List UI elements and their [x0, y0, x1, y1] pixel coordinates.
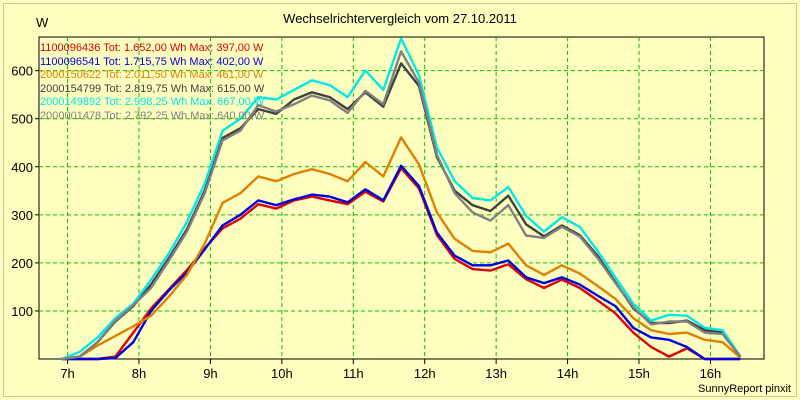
legend-entry-1: 1100096436 Tot: 1.652,00 Wh Max: 397,00 … [40, 42, 264, 56]
y-tick-label-1: 200 [11, 256, 33, 271]
x-tick-label-1: 8h [132, 366, 146, 381]
footer-credit: SunnyReport pinxit [698, 383, 791, 395]
y-tick-label-2: 300 [11, 208, 33, 223]
legend-entry-2: 1100096541 Tot: 1.715,75 Wh Max: 402,00 … [40, 56, 264, 70]
legend-entry-5-text: 2000149892 Tot: 2.998,25 Wh Max: 667,00 … [40, 96, 265, 109]
legend-entry-4-text: 2000154799 Tot: 2.819,75 Wh Max: 615,00 … [40, 82, 265, 95]
x-tick-label-8: 15h [628, 366, 650, 381]
legend-entry-6-text: 2000001478 Tot: 2.792,25 Wh Max: 640,00 … [40, 109, 265, 122]
x-tick-label-9: 16h [700, 366, 722, 381]
legend-entry-3: 2000150622 Tot: 2.011,50 Wh Max: 461,00 … [40, 69, 264, 83]
y-tick-label-5: 600 [11, 64, 33, 79]
legend-entry-1-text: 1100096436 Tot: 1.652,00 Wh Max: 397,00 … [40, 42, 264, 54]
legend-entry-3-text: 2000150622 Tot: 2.011,50 Wh Max: 461,00 … [40, 69, 264, 82]
y-tick-label-3: 400 [11, 160, 33, 175]
chart-title: Wechselrichtervergleich vom 27.10.2011 [283, 11, 517, 26]
x-tick-label-3: 10h [271, 366, 293, 381]
legend-entry-5: 2000149892 Tot: 2.998,25 Wh Max: 667,00 … [40, 96, 264, 110]
x-tick-label-7: 14h [557, 366, 579, 381]
legend-entry-6: 2000001478 Tot: 2.792,25 Wh Max: 640,00 … [40, 110, 264, 124]
legend-entry-2-text: 1100096541 Tot: 1.715,75 Wh Max: 402,00 … [40, 55, 264, 68]
x-tick-label-4: 11h [343, 366, 364, 381]
x-tick-label-5: 12h [414, 366, 436, 381]
series-line-2000001478 [61, 50, 742, 361]
series-line-2000150622 [61, 136, 742, 361]
series-line-1100096541 [61, 164, 741, 361]
x-tick-label-0: 7h [60, 366, 74, 381]
legend: 1100096436 Tot: 1.652,00 Wh Max: 397,00 … [40, 42, 264, 124]
x-tick-label-6: 13h [485, 366, 507, 381]
legend-entry-4: 2000154799 Tot: 2.819,75 Wh Max: 615,00 … [40, 83, 264, 97]
y-axis-unit-label: W [36, 15, 49, 30]
series-line-2000149892 [61, 37, 742, 361]
y-tick-label-0: 100 [11, 304, 33, 319]
x-tick-label-2: 9h [203, 366, 217, 381]
y-tick-label-4: 500 [11, 112, 33, 127]
plot-frame [38, 36, 765, 360]
